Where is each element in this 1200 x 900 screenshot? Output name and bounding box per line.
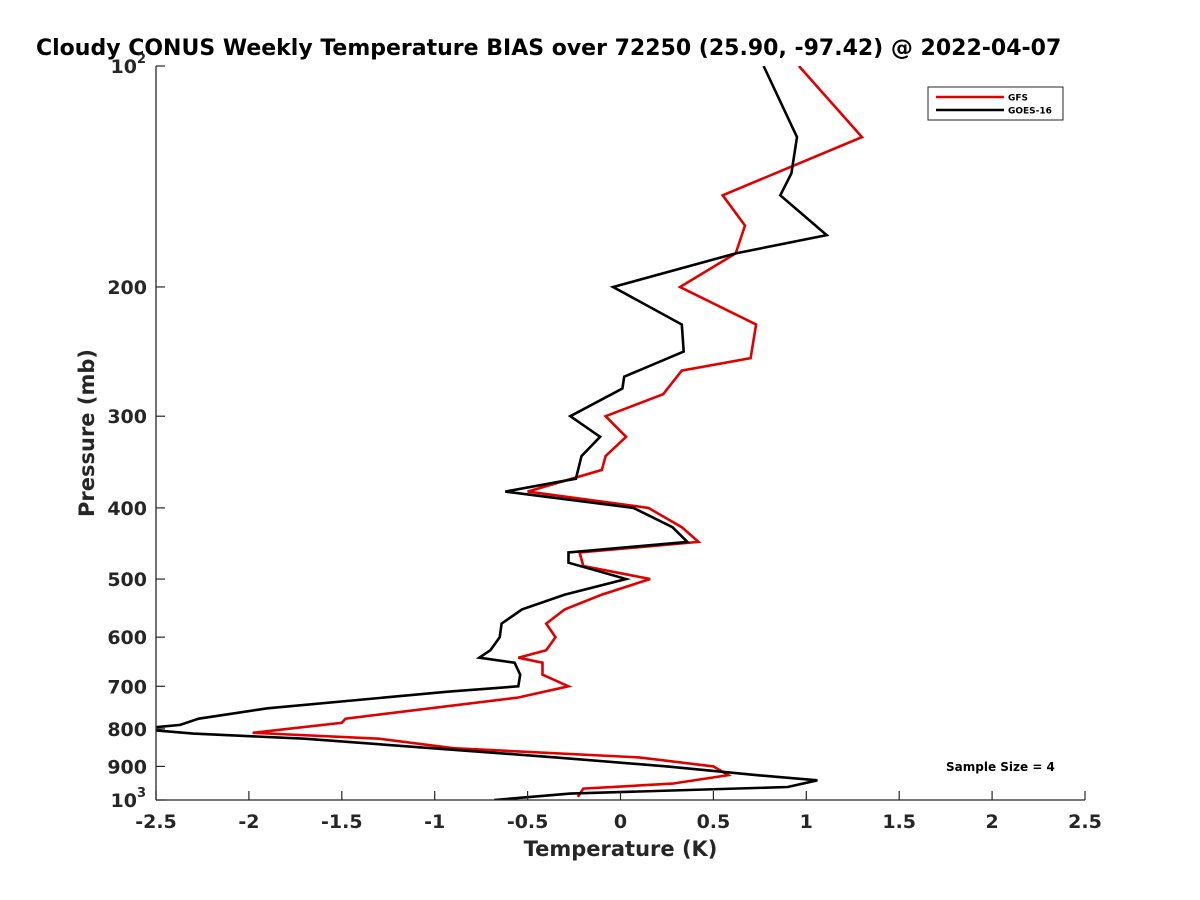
y-tick-label: 400 bbox=[107, 498, 147, 520]
x-axis-ticks: -2.5 -2 -1.5 -1 -0.5 0 0.5 1 1.5 2 2.5 bbox=[135, 791, 1102, 833]
y-tick-exponent: 3 bbox=[137, 786, 146, 801]
x-tick-label: 2.5 bbox=[1068, 811, 1102, 833]
legend: GFS GOES-16 bbox=[927, 86, 1064, 121]
y-tick-label: 800 bbox=[107, 719, 147, 741]
y-tick-label: 200 bbox=[107, 277, 147, 299]
legend-label-gfs: GFS bbox=[1008, 94, 1028, 104]
y-tick-label: 10 bbox=[111, 56, 137, 78]
x-axis-label: Temperature (K) bbox=[524, 837, 718, 861]
y-tick-label: 500 bbox=[107, 569, 147, 591]
x-tick-label: 0 bbox=[614, 811, 627, 833]
legend-label-goes-16: GOES-16 bbox=[1008, 107, 1052, 117]
x-tick-label: -2 bbox=[238, 811, 259, 833]
y-tick-label: 10 bbox=[111, 790, 137, 812]
y-tick-label: 700 bbox=[107, 676, 147, 698]
y-tick-label: 900 bbox=[107, 756, 147, 778]
y-tick-exponent: 2 bbox=[137, 52, 146, 67]
series-line-gfs bbox=[252, 66, 865, 798]
sample-size-annotation: Sample Size = 4 bbox=[946, 760, 1055, 774]
plot-lines bbox=[156, 66, 865, 800]
x-tick-label: -0.5 bbox=[507, 811, 549, 833]
x-tick-label: -1.5 bbox=[321, 811, 363, 833]
y-tick-label: 300 bbox=[107, 406, 147, 428]
x-tick-label: -2.5 bbox=[135, 811, 177, 833]
x-tick-label: 0.5 bbox=[697, 811, 731, 833]
y-axis-label: Pressure (mb) bbox=[75, 349, 99, 517]
x-tick-label: -1 bbox=[424, 811, 445, 833]
legend-box bbox=[927, 86, 1064, 121]
series-line-goes-16 bbox=[156, 66, 830, 800]
x-tick-label: 1 bbox=[800, 811, 813, 833]
x-tick-label: 2 bbox=[985, 811, 998, 833]
y-tick-label: 600 bbox=[107, 627, 147, 649]
chart-title: Cloudy CONUS Weekly Temperature BIAS ove… bbox=[36, 36, 1061, 61]
x-tick-label: 1.5 bbox=[882, 811, 916, 833]
